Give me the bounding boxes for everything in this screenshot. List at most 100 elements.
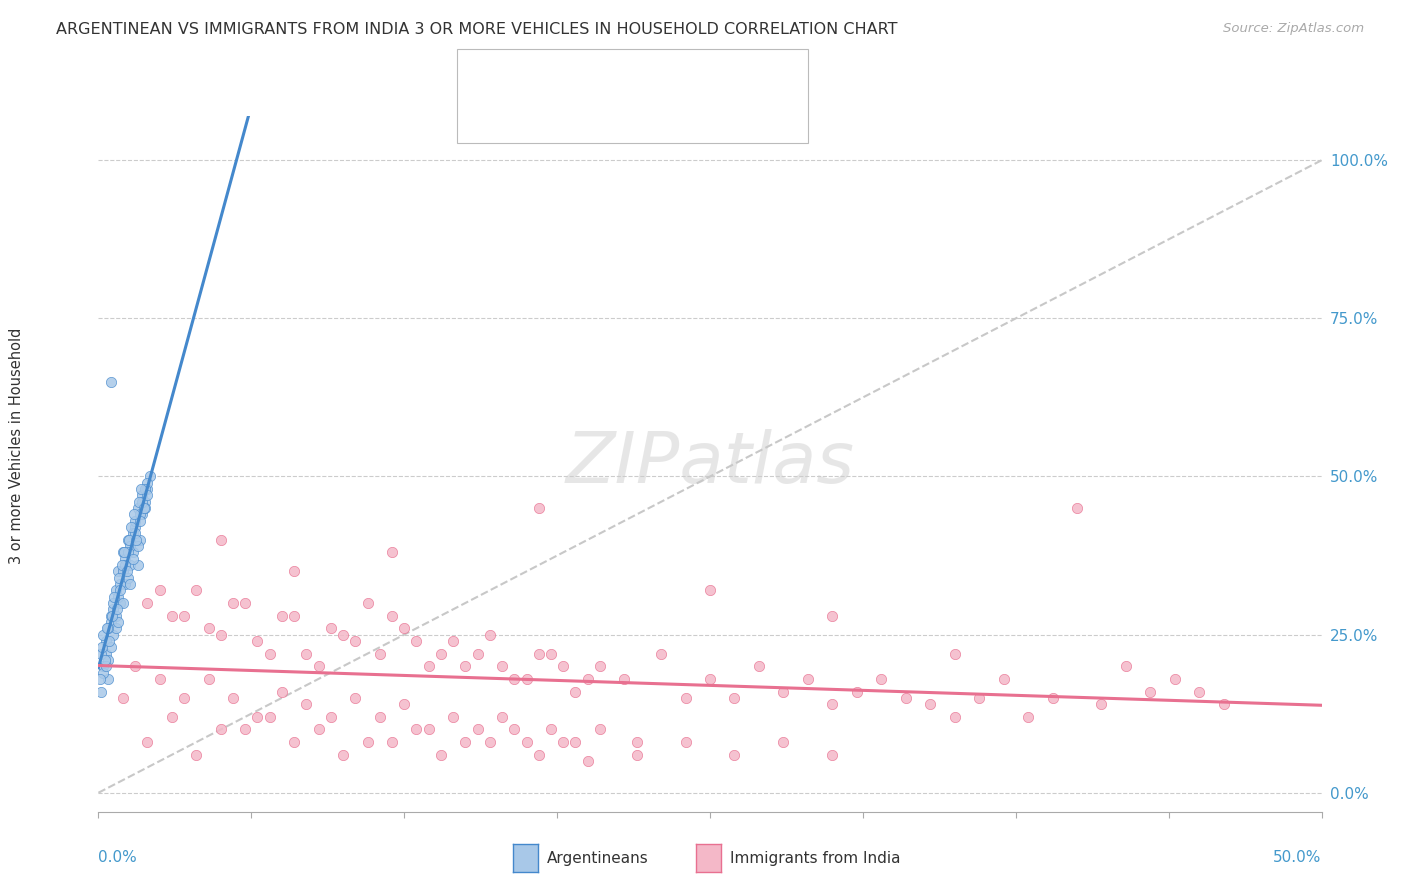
Point [259,710,281,724]
Point [111,596,134,610]
Point [160,710,183,724]
Point [114,577,136,591]
Point [283,608,305,623]
Point [418,723,440,737]
Text: 0.0%: 0.0% [98,850,138,864]
Point [134,495,156,509]
Point [122,508,145,522]
Text: ARGENTINEAN VS IMMIGRANTS FROM INDIA 3 OR MORE VEHICLES IN HOUSEHOLD CORRELATION: ARGENTINEAN VS IMMIGRANTS FROM INDIA 3 O… [56,22,898,37]
Point [870,672,893,686]
Point [124,526,146,541]
Point [270,608,294,623]
Point [100,615,122,629]
Point [467,723,489,737]
Point [589,723,612,737]
Point [821,608,844,623]
Text: Argentineans: Argentineans [547,851,648,865]
Point [283,565,305,579]
Point [1139,684,1161,698]
Point [589,659,612,673]
Point [613,672,636,686]
Point [441,634,464,648]
Point [821,747,844,762]
Point [491,710,513,724]
Point [136,488,159,502]
Point [845,684,868,698]
Point [124,659,146,673]
Point [107,590,129,604]
Point [117,545,139,559]
Point [90,647,112,661]
Point [222,596,245,610]
Point [115,565,138,579]
Point [454,659,477,673]
Point [1042,690,1064,705]
Point [114,558,136,572]
Point [319,710,342,724]
Point [748,659,770,673]
Point [127,501,149,516]
Point [675,735,697,749]
Point [132,501,155,516]
Point [91,665,114,680]
Point [131,488,153,502]
Point [89,672,111,686]
Point [117,571,139,585]
Text: ZIPatlas: ZIPatlas [565,429,855,499]
Point [91,640,114,655]
Point [920,697,942,711]
Point [111,690,134,705]
Point [108,571,131,585]
Point [101,608,124,623]
Point [405,634,427,648]
Point [675,690,697,705]
Point [173,690,195,705]
Text: R =  0.441  N = 79: R = 0.441 N = 79 [517,69,675,87]
Point [270,684,294,698]
Point [131,508,153,522]
Point [246,710,269,724]
Point [356,735,378,749]
Point [943,647,966,661]
Point [894,690,917,705]
Point [418,659,440,673]
Point [94,647,117,661]
Point [134,482,156,496]
Point [96,621,118,635]
Point [105,602,128,616]
Point [120,558,142,572]
Point [93,653,115,667]
Point [392,621,416,635]
Point [129,508,152,522]
Point [111,565,134,579]
Point [197,672,219,686]
Point [576,754,599,768]
Point [139,469,162,483]
Point [564,684,586,698]
Point [246,634,269,648]
Point [136,475,159,490]
Point [117,533,139,547]
Point [478,627,501,641]
Point [91,627,114,641]
Point [128,495,150,509]
Point [564,735,586,749]
Point [136,482,159,496]
Point [699,583,721,598]
Point [104,608,127,623]
Point [491,659,513,673]
Text: 3 or more Vehicles in Household: 3 or more Vehicles in Household [10,328,24,564]
Point [430,747,453,762]
Point [259,647,281,661]
Point [503,672,526,686]
Point [90,684,112,698]
Point [121,551,143,566]
Point [97,653,120,667]
Point [308,659,330,673]
Point [478,735,501,749]
Point [1017,710,1039,724]
Point [100,608,122,623]
Point [129,482,152,496]
Text: R = -0.206  N = 121: R = -0.206 N = 121 [517,105,686,123]
Text: Immigrants from India: Immigrants from India [730,851,900,865]
